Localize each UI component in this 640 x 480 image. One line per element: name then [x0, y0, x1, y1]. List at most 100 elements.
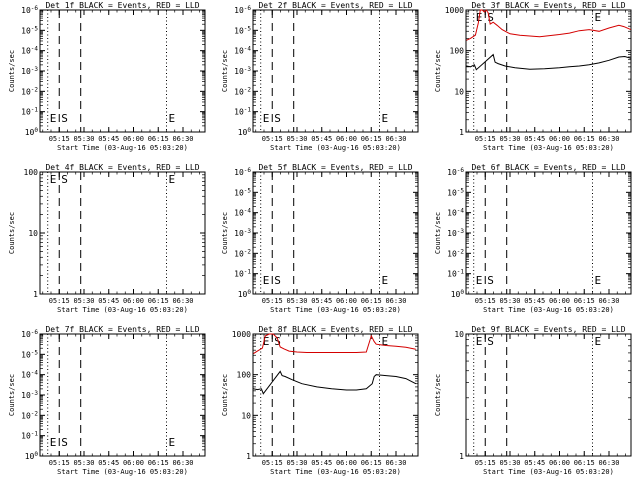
x-tick-label: 06:15 — [574, 135, 595, 143]
panel-title: Det 9f BLACK = Events, RED = LLD — [471, 325, 625, 334]
x-tick-label: 05:30 — [286, 297, 307, 305]
y-tick-label: 10-5 — [234, 187, 251, 197]
y-tick-label: 10-6 — [21, 5, 38, 15]
panel-title: Det 1f BLACK = Events, RED = LLD — [45, 1, 199, 10]
marker-label-E: E — [382, 112, 389, 125]
y-tick-label: 10 — [241, 411, 251, 420]
marker-label-E: E — [595, 335, 602, 348]
y-axis-label: Counts/sec — [8, 374, 16, 416]
x-axis-label: Start Time (03-Aug-16 05:03:20) — [57, 144, 188, 152]
x-axis-label: Start Time (03-Aug-16 05:03:20) — [270, 144, 401, 152]
panel-title: Det 2f BLACK = Events, RED = LLD — [258, 1, 412, 10]
y-tick-label: 10-3 — [234, 228, 251, 238]
x-tick-label: 06:00 — [123, 135, 144, 143]
x-tick-label: 05:45 — [98, 135, 119, 143]
y-tick-label: 10 — [454, 87, 464, 96]
y-axis-label: Counts/sec — [8, 50, 16, 92]
x-tick-label: 06:00 — [336, 135, 357, 143]
y-tick-label: 10-1 — [21, 107, 38, 117]
x-tick-label: 06:15 — [574, 297, 595, 305]
marker-label-E: E — [595, 11, 602, 24]
y-tick-label: 100 — [24, 168, 39, 177]
marker-label-E: E — [382, 335, 389, 348]
y-tick-label: 10-3 — [21, 66, 38, 76]
panel-6: Det 6f BLACK = Events, RED = LLD 10-6 10-5… — [434, 163, 632, 314]
panel-title: Det 3f BLACK = Events, RED = LLD — [471, 1, 625, 10]
panel-title: Det 7f BLACK = Events, RED = LLD — [45, 325, 199, 334]
marker-label-S: S — [61, 112, 68, 125]
x-tick-label: 06:30 — [172, 297, 193, 305]
marker-label-E: E — [50, 436, 57, 449]
panel-title: Det 5f BLACK = Events, RED = LLD — [258, 163, 412, 172]
marker-label-E: E — [50, 173, 57, 186]
x-tick-label: 05:15 — [49, 459, 70, 467]
y-tick-label: 10-4 — [447, 208, 464, 218]
x-tick-label: 06:30 — [598, 297, 619, 305]
y-tick-label: 10-2 — [234, 248, 251, 258]
x-axis-label: Start Time (03-Aug-16 05:03:20) — [483, 306, 614, 314]
y-tick-label: 10-4 — [21, 370, 38, 380]
x-tick-label: 05:45 — [311, 135, 332, 143]
x-tick-label: 05:15 — [262, 135, 283, 143]
y-tick-label: 1 — [459, 128, 464, 137]
x-tick-label: 05:30 — [286, 459, 307, 467]
x-tick-label: 05:45 — [311, 459, 332, 467]
y-tick-label: 100 — [451, 289, 465, 299]
y-tick-label: 1 — [33, 290, 38, 299]
y-tick-label: 10-6 — [234, 167, 251, 177]
y-tick-label: 10-1 — [234, 107, 251, 117]
x-tick-label: 06:00 — [123, 459, 144, 467]
y-axis-label: Counts/sec — [434, 50, 442, 92]
marker-label-E: E — [595, 274, 602, 287]
y-tick-label: 10-1 — [234, 269, 251, 279]
x-tick-label: 05:45 — [524, 135, 545, 143]
x-tick-label: 05:30 — [73, 459, 94, 467]
y-axis-label: Counts/sec — [434, 212, 442, 254]
x-tick-label: 06:30 — [172, 135, 193, 143]
x-tick-label: 05:45 — [524, 459, 545, 467]
y-tick-label: 10-3 — [234, 66, 251, 76]
x-tick-label: 05:45 — [98, 297, 119, 305]
y-tick-label: 10-1 — [21, 431, 38, 441]
y-tick-label: 1 — [459, 452, 464, 461]
y-tick-label: 10-4 — [21, 46, 38, 56]
y-tick-label: 100 — [450, 47, 465, 56]
marker-label-E: E — [263, 274, 270, 287]
x-tick-label: 06:30 — [598, 135, 619, 143]
y-axis-label: Counts/sec — [221, 50, 229, 92]
x-tick-label: 06:15 — [361, 135, 382, 143]
x-tick-label: 06:00 — [123, 297, 144, 305]
marker-label-E: E — [169, 112, 176, 125]
plot-frame — [465, 333, 632, 457]
y-tick-label: 10-5 — [21, 25, 38, 35]
x-tick-label: 05:15 — [49, 297, 70, 305]
panel-title: Det 8f BLACK = Events, RED = LLD — [258, 325, 412, 334]
panel-9: Det 9f BLACK = Events, RED = LLD 10 1 Count… — [434, 325, 632, 476]
x-tick-label: 06:00 — [549, 135, 570, 143]
x-tick-label: 06:15 — [148, 459, 169, 467]
x-tick-label: 05:15 — [475, 297, 496, 305]
y-tick-label: 10-5 — [234, 25, 251, 35]
panel-4: Det 4f BLACK = Events, RED = LLD 100 10 1 Co… — [8, 163, 206, 314]
series-lld-line — [466, 9, 631, 41]
x-tick-label: 05:15 — [49, 135, 70, 143]
y-axis-label: Counts/sec — [221, 212, 229, 254]
y-axis-label: Counts/sec — [8, 212, 16, 254]
panel-8: Det 8f BLACK = Events, RED = LLD 1000 100 1… — [221, 325, 419, 476]
y-tick-label: 10-4 — [234, 208, 251, 218]
y-tick-label: 1000 — [445, 6, 464, 15]
x-tick-label: 05:15 — [262, 297, 283, 305]
marker-label-E: E — [382, 274, 389, 287]
x-axis-label: Start Time (03-Aug-16 05:03:20) — [270, 468, 401, 476]
x-tick-label: 06:00 — [336, 459, 357, 467]
x-tick-label: 06:15 — [148, 135, 169, 143]
y-tick-label: 100 — [25, 127, 39, 137]
y-tick-label: 10-2 — [21, 86, 38, 96]
x-tick-label: 06:15 — [574, 459, 595, 467]
x-tick-label: 05:30 — [286, 135, 307, 143]
marker-label-E: E — [263, 112, 270, 125]
y-tick-label: 10-1 — [447, 269, 464, 279]
marker-label-S: S — [274, 274, 281, 287]
x-tick-label: 05:45 — [98, 459, 119, 467]
